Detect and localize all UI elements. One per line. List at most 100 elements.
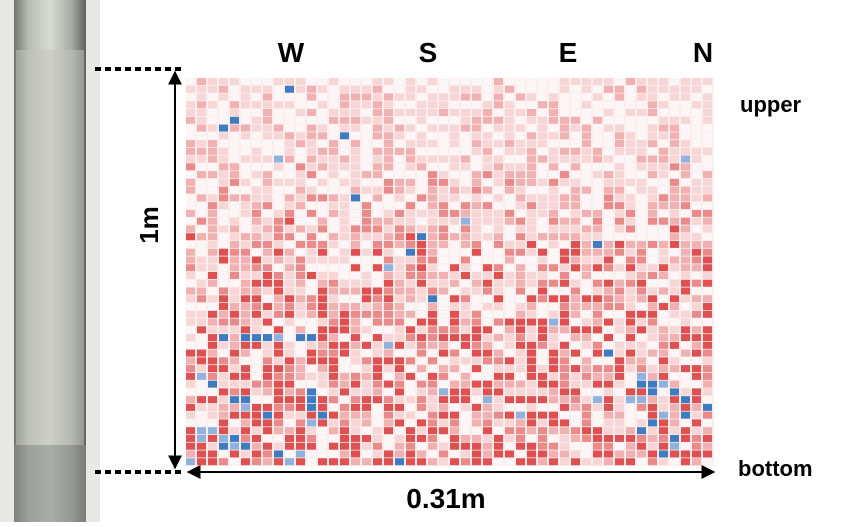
heatmap-cell [560, 310, 570, 318]
heatmap-cell [681, 93, 691, 101]
heatmap-cell [626, 326, 636, 334]
heatmap-cell [593, 178, 603, 186]
heatmap-cell [362, 427, 372, 435]
heatmap-cell [406, 458, 416, 466]
heatmap-cell [681, 295, 691, 303]
heatmap-cell [406, 380, 416, 388]
heatmap-cell [219, 403, 229, 411]
heatmap-cell [186, 109, 196, 117]
heatmap-cell [615, 427, 625, 435]
heatmap-cell [571, 427, 581, 435]
heatmap-cell [296, 318, 306, 326]
heatmap-cell [252, 101, 262, 109]
heatmap-cell [483, 334, 493, 342]
heatmap-cell [417, 458, 427, 466]
heatmap-cell [351, 264, 361, 272]
heatmap-cell [285, 217, 295, 225]
heatmap-cell [263, 147, 273, 155]
heatmap-cell [505, 287, 515, 295]
heatmap-cell [362, 132, 372, 140]
heatmap-cell [406, 85, 416, 93]
heatmap-cell [219, 202, 229, 210]
heatmap-cell [296, 202, 306, 210]
heatmap-cell [362, 101, 372, 109]
heatmap-cell [648, 396, 658, 404]
heatmap-cell [637, 147, 647, 155]
heatmap-cell [549, 116, 559, 124]
heatmap-cell [461, 225, 471, 233]
heatmap-cell [604, 124, 614, 132]
heatmap-cell [527, 434, 537, 442]
heatmap-cell [659, 178, 669, 186]
heatmap-cell [516, 365, 526, 373]
heatmap-cell [461, 147, 471, 155]
heatmap-cell [538, 419, 548, 427]
heatmap-cell [428, 233, 438, 241]
heatmap-cell [340, 233, 350, 241]
heatmap-cell [219, 248, 229, 256]
heatmap-cell [428, 287, 438, 295]
heatmap-cell [395, 442, 405, 450]
heatmap-cell [197, 233, 207, 241]
heatmap-cell [197, 349, 207, 357]
heatmap-cell [263, 427, 273, 435]
heatmap-cell [593, 93, 603, 101]
heatmap-cell [230, 194, 240, 202]
heatmap-cell [582, 225, 592, 233]
heatmap-cell [219, 264, 229, 272]
heatmap-cell [340, 365, 350, 373]
heatmap-cell [560, 272, 570, 279]
heatmap-cell [604, 450, 614, 458]
heatmap-cell [296, 357, 306, 365]
heatmap-cell [274, 310, 284, 318]
heatmap-cell [241, 256, 251, 264]
heatmap-cell [670, 140, 680, 148]
heatmap-cell [538, 272, 548, 279]
heatmap-cell [197, 140, 207, 148]
heatmap-cell [615, 93, 625, 101]
heatmap-cell [494, 434, 504, 442]
heatmap-cell [450, 109, 460, 117]
heatmap-cell [582, 365, 592, 373]
heatmap-cell [230, 140, 240, 148]
heatmap-cell [637, 109, 647, 117]
heatmap-cell [560, 163, 570, 171]
heatmap-cell [659, 318, 669, 326]
heatmap-cell [648, 442, 658, 450]
heatmap-cell [417, 140, 427, 148]
heatmap-cell [670, 341, 680, 349]
heatmap-cell [450, 334, 460, 342]
heatmap-cell [703, 101, 713, 109]
heatmap-cell [230, 334, 240, 342]
heatmap-cell [659, 349, 669, 357]
heatmap-cell [659, 419, 669, 427]
heatmap-cell [318, 240, 328, 248]
heatmap-cell [527, 372, 537, 380]
heatmap-cell [615, 233, 625, 241]
heatmap-cell [373, 442, 383, 450]
heatmap-cell [197, 427, 207, 435]
heatmap-cell [428, 450, 438, 458]
heatmap-cell [450, 450, 460, 458]
heatmap-cell [483, 365, 493, 373]
heatmap-cell [219, 124, 229, 132]
heatmap-cell [340, 272, 350, 279]
heatmap-cell [659, 264, 669, 272]
heatmap-cell [252, 240, 262, 248]
heatmap-cell [252, 318, 262, 326]
heatmap-cell [263, 256, 273, 264]
heatmap-cell [670, 194, 680, 202]
heatmap-cell [340, 225, 350, 233]
heatmap-cell [626, 155, 636, 163]
heatmap-cell [384, 163, 394, 171]
heatmap-cell [296, 109, 306, 117]
heatmap-cell [461, 349, 471, 357]
heatmap-cell [450, 365, 460, 373]
heatmap-cell [186, 403, 196, 411]
heatmap-cell [296, 279, 306, 287]
heatmap-cell [241, 233, 251, 241]
heatmap-cell [197, 85, 207, 93]
heatmap-cell [494, 450, 504, 458]
heatmap-cell [505, 434, 515, 442]
heatmap-cell [692, 411, 702, 419]
